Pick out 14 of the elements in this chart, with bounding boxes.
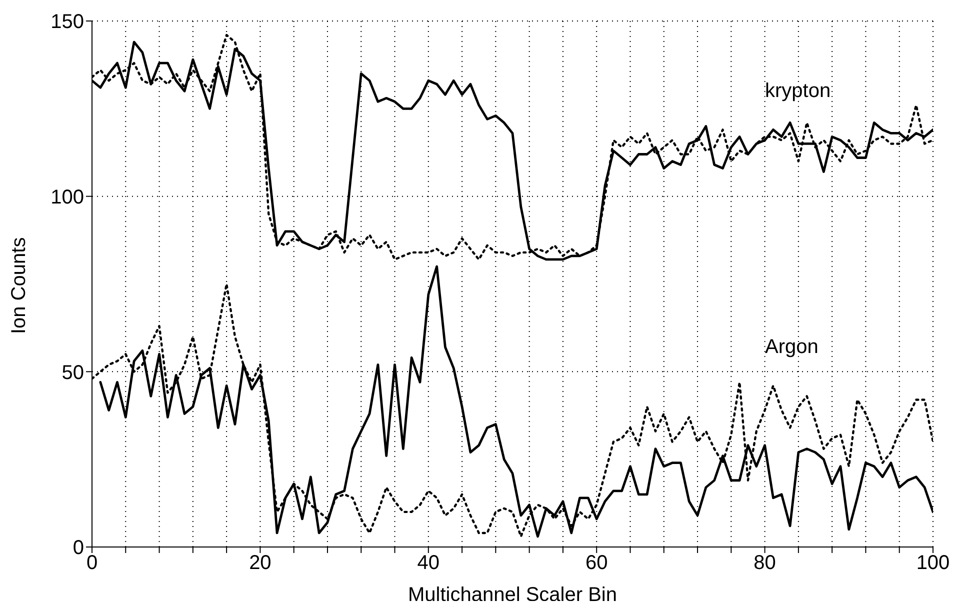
y-tick-label: 50 [62, 362, 84, 384]
x-tick-label: 60 [585, 552, 608, 574]
y-tick-label: 0 [72, 537, 84, 560]
x-tick-label: 20 [249, 552, 272, 574]
y-tick-label: 100 [50, 186, 84, 208]
y-tick-label: 150 [50, 11, 84, 34]
annotation: Argon [765, 336, 818, 359]
x-tick-label: 100 [916, 552, 950, 574]
x-axis-title: Multichannel Scaler Bin [408, 584, 617, 606]
y-axis-title: Ion Counts [8, 237, 30, 334]
annotation: krypton [765, 80, 831, 103]
x-tick-label: 40 [417, 552, 440, 574]
x-tick-label: 80 [754, 552, 776, 574]
x-tick-label: 0 [86, 552, 98, 574]
